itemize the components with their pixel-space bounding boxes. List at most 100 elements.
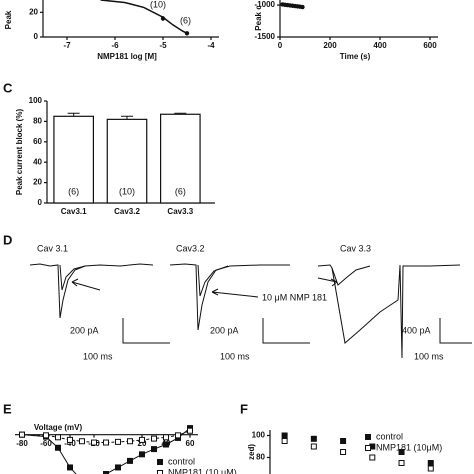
scale-label: 200 pA	[210, 325, 239, 335]
point	[151, 446, 157, 453]
point	[115, 438, 121, 445]
error-bar	[67, 112, 80, 117]
point	[19, 431, 25, 438]
point	[160, 16, 166, 21]
point	[281, 438, 288, 444]
legend-marker	[365, 434, 371, 440]
y-tick-label: 0	[38, 198, 43, 207]
trace	[29, 263, 154, 319]
x-axis-label: Voltage (mV)	[34, 423, 83, 432]
legend-marker	[365, 445, 371, 451]
point	[310, 443, 317, 450]
scale-label: 200 pA	[70, 325, 99, 335]
point	[300, 4, 305, 10]
legend-label: control	[376, 431, 403, 441]
scale-label: 100 ms	[220, 351, 250, 361]
trace	[197, 264, 229, 297]
y-tick-label: 0	[34, 32, 39, 41]
x-tick-label: Cav3.1	[61, 207, 87, 216]
y-axis-label: Peak	[4, 10, 13, 29]
point	[151, 435, 157, 442]
legend-marker	[157, 459, 163, 465]
bar	[53, 115, 95, 204]
scale-label: 100 ms	[83, 351, 113, 361]
point	[340, 438, 347, 444]
point	[67, 436, 73, 443]
n-label: (6)	[175, 186, 186, 196]
point	[281, 432, 288, 439]
y-tick-label: 100	[252, 431, 266, 440]
arrow	[211, 288, 259, 298]
point	[103, 471, 109, 474]
legend-label: control	[168, 456, 195, 466]
point	[369, 454, 376, 461]
point	[127, 438, 133, 445]
y-tick-label: 80	[256, 453, 265, 462]
scale-bar	[262, 318, 310, 344]
y-axis-label: Peak current block (%)	[15, 109, 24, 196]
point	[103, 439, 109, 446]
arrow	[317, 277, 338, 287]
point	[427, 460, 434, 466]
scale-label: 100 ms	[414, 351, 444, 361]
annotation: (10)	[150, 0, 166, 9]
bar	[106, 118, 148, 204]
trace-title: Cav 3.1	[37, 243, 68, 253]
point	[115, 464, 121, 471]
x-tick-label: Cav3.3	[167, 207, 193, 216]
legend-label: NMP181 (10 μM)	[168, 467, 237, 474]
point	[67, 464, 73, 471]
x-tick-label: 200	[323, 41, 337, 50]
error-bar	[121, 115, 133, 120]
scale-bar	[122, 318, 170, 344]
point	[43, 432, 49, 439]
arrow	[71, 278, 101, 291]
y-tick-label: 40	[33, 157, 42, 166]
y-tick-label: -1500	[255, 32, 276, 41]
y-tick-label: 60	[33, 137, 42, 146]
traces: Cav 3.1 Cav3.2 Cav 3.3 10 μM NMP 181 200…	[29, 243, 472, 361]
point	[398, 449, 405, 455]
point	[184, 31, 190, 36]
drug-label: 10 μM NMP 181	[262, 292, 327, 302]
x-tick-label: -4	[207, 41, 215, 50]
scale-bar	[439, 318, 472, 344]
trace	[169, 263, 290, 331]
point	[79, 438, 85, 445]
x-tick-label: -40	[64, 439, 76, 448]
panel-label: D	[3, 232, 12, 247]
panel-label: C	[3, 80, 13, 95]
trace-title: Cav 3.3	[340, 243, 371, 253]
point	[163, 434, 169, 441]
x-tick-label: -80	[16, 439, 28, 448]
x-tick-label: 60	[186, 439, 195, 448]
point	[139, 436, 145, 443]
y-tick-label: -1000	[255, 0, 276, 9]
point	[139, 451, 145, 458]
y-tick-label: 100	[29, 96, 43, 105]
panel-label: F	[240, 401, 248, 416]
y-axis-label: zed)	[247, 444, 256, 460]
x-tick-label: -60	[40, 439, 52, 448]
point	[310, 435, 317, 442]
trace-title: Cav3.2	[176, 243, 205, 253]
scale-label: 400 pA	[402, 325, 431, 335]
x-tick-label: -5	[159, 41, 167, 50]
x-tick-label: 400	[373, 41, 387, 50]
x-tick-label: 0	[278, 41, 283, 50]
trace	[317, 264, 461, 359]
y-tick-label: 20	[29, 7, 38, 16]
fit-line	[100, 0, 188, 34]
x-tick-label: -7	[63, 41, 71, 50]
trace	[331, 265, 371, 286]
panel-label: E	[3, 401, 12, 416]
x-tick-label: -6	[111, 41, 119, 50]
error-bar	[174, 112, 187, 115]
n-label: (6)	[68, 186, 79, 196]
x-tick-label: 20	[138, 439, 147, 448]
point	[55, 444, 61, 451]
y-axis-label: Peak c	[254, 5, 263, 31]
n-label: (10)	[119, 186, 135, 196]
point	[127, 457, 133, 464]
